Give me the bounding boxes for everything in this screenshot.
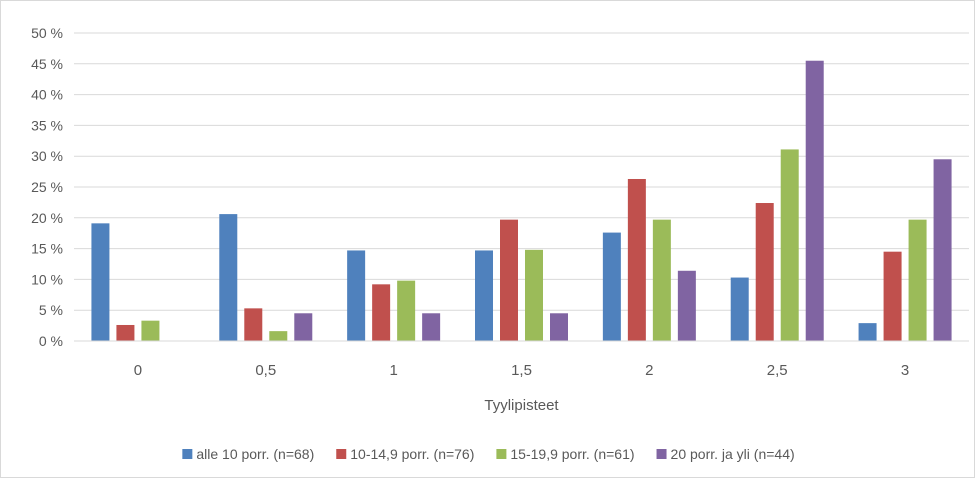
bar (219, 214, 238, 341)
bar (500, 219, 518, 341)
bar (475, 250, 493, 341)
x-axis-tick-labels: 0 0,5 1 1,5 2 2,5 3 (134, 362, 909, 379)
y-tick-label: 45 % (31, 56, 63, 72)
bar (780, 149, 799, 341)
bar (677, 270, 696, 341)
bars (91, 60, 952, 341)
legend-swatch (182, 449, 193, 459)
legend-item: 15-19,9 porr. (n=61) (496, 446, 635, 462)
y-tick-label: 15 % (31, 241, 63, 257)
legend-swatch (496, 449, 507, 459)
y-tick-label: 20 % (31, 210, 63, 226)
x-tick-label: 2 (645, 362, 653, 379)
bar (602, 232, 621, 341)
legend-item: 10-14,9 porr. (n=76) (336, 446, 474, 462)
bar (858, 323, 877, 341)
bar (422, 313, 441, 341)
legend-item: 20 porr. ja yli (n=44) (656, 446, 795, 462)
gridlines (74, 32, 969, 311)
x-tick-label: 0 (134, 362, 142, 379)
legend-swatch (656, 449, 667, 459)
bar (627, 178, 646, 341)
x-tick-label: 2,5 (767, 362, 788, 379)
bar (755, 203, 774, 341)
bar (397, 280, 416, 341)
y-tick-label: 50 % (31, 25, 63, 41)
bar (141, 320, 160, 341)
bar (294, 313, 313, 341)
bar (550, 313, 568, 341)
legend-label: 10-14,9 porr. (n=76) (350, 446, 474, 462)
bar (91, 223, 110, 341)
legend-swatch (336, 449, 347, 459)
bar (244, 308, 263, 341)
x-tick-label: 1,5 (511, 362, 532, 379)
bar (372, 284, 391, 341)
y-tick-label: 10 % (31, 271, 63, 287)
x-tick-label: 1 (389, 362, 397, 379)
y-tick-label: 40 % (31, 87, 63, 103)
bar (933, 159, 952, 341)
bar (908, 219, 927, 341)
bar (883, 251, 902, 341)
y-tick-label: 5 % (39, 302, 63, 318)
bar (347, 250, 366, 341)
x-tick-label: 0,5 (255, 362, 276, 379)
x-tick-label: 3 (901, 362, 909, 379)
legend: alle 10 porr. (n=68) 10-14,9 porr. (n=76)… (182, 446, 795, 462)
legend-item: alle 10 porr. (n=68) (182, 446, 314, 462)
y-tick-label: 0 % (39, 333, 63, 349)
legend-label: alle 10 porr. (n=68) (196, 446, 314, 462)
y-tick-label: 30 % (31, 148, 63, 164)
bar (116, 324, 135, 341)
y-tick-label: 25 % (31, 179, 63, 195)
bar (730, 277, 749, 341)
y-axis-tick-labels: 0 % 5 % 10 % 15 % 20 % 25 % 30 % 35 % 40 % 45 % 50… (31, 25, 63, 349)
legend-label: 20 porr. ja yli (n=44) (671, 446, 795, 462)
legend-label: 15-19,9 porr. (n=61) (510, 446, 634, 462)
bar (525, 249, 543, 341)
bar (805, 60, 824, 341)
x-axis-title: Tyylipisteet (484, 397, 559, 414)
bar (652, 219, 671, 341)
y-tick-label: 35 % (31, 117, 63, 133)
bar (269, 331, 288, 341)
